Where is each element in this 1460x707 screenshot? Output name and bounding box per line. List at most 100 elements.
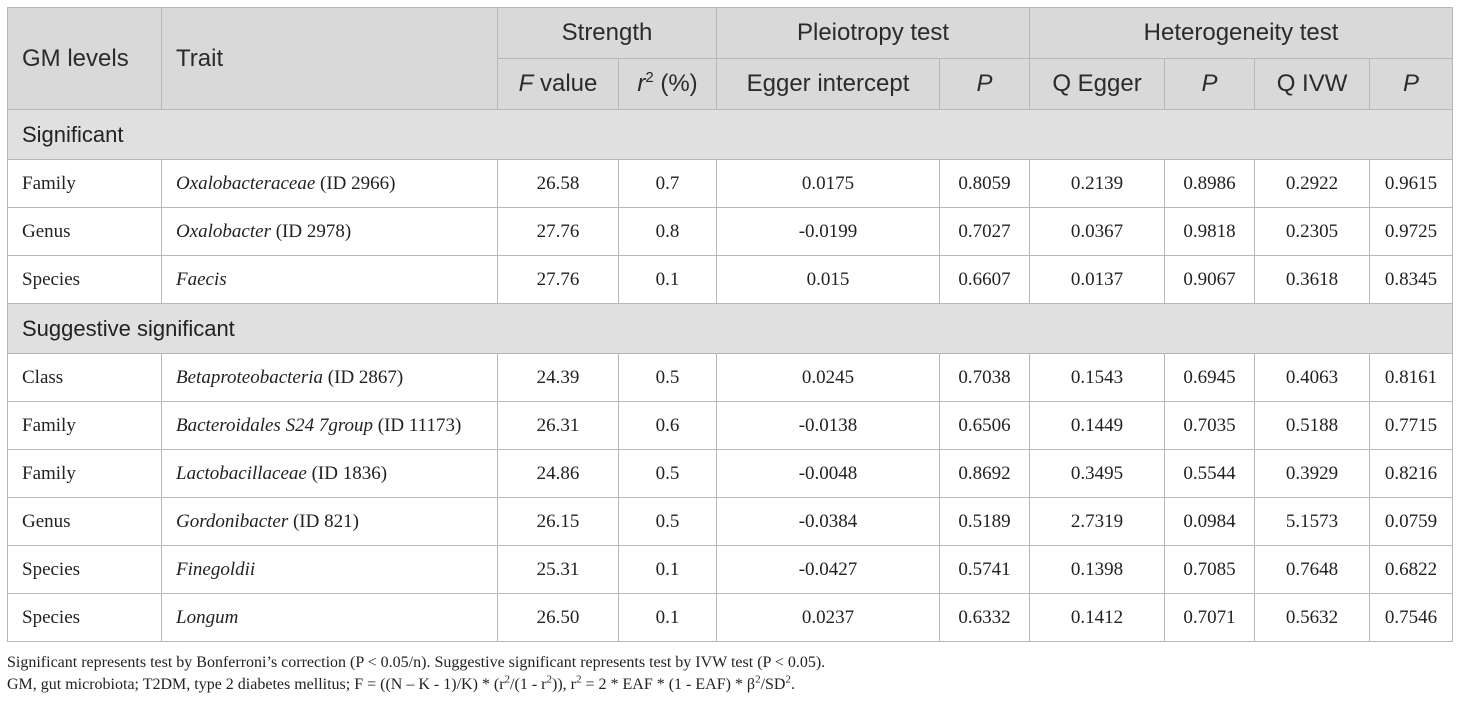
header-p-pleiotropy: P	[939, 58, 1031, 110]
cell-p-pleiotropy: 0.7027	[939, 207, 1031, 256]
cell-trait: Oxalobacter (ID 2978)	[161, 207, 498, 256]
cell-gm-level: Genus	[7, 207, 162, 256]
cell-q-egger: 0.1543	[1029, 353, 1166, 402]
cell-r2: 0.8	[617, 207, 718, 256]
cell-q-egger: 2.7319	[1029, 497, 1166, 546]
cell-q-egger: 0.1412	[1029, 593, 1166, 642]
cell-q-ivw: 0.5632	[1254, 593, 1371, 642]
header-q-egger: Q Egger	[1029, 58, 1166, 110]
section-row: Suggestive significant	[6, 303, 1454, 354]
trait-name: Oxalobacteraceae	[176, 172, 316, 194]
section-title: Suggestive significant	[6, 303, 1454, 354]
cell-p-q-egger: 0.7071	[1164, 593, 1256, 642]
table-row: Species Finegoldii 25.31 0.1 -0.0427 0.5741 0.…	[7, 545, 1454, 594]
cell-egger-intercept: -0.0048	[716, 449, 941, 498]
cell-q-ivw: 0.2305	[1254, 207, 1371, 256]
section-row: Significant	[6, 109, 1454, 160]
cell-q-ivw: 0.4063	[1254, 353, 1371, 402]
trait-name: Longum	[176, 606, 239, 628]
cell-egger-intercept: 0.0237	[716, 593, 941, 642]
table-row: Genus Oxalobacter (ID 2978) 27.76 0.8 -0.019…	[7, 207, 1454, 256]
cell-egger-intercept: -0.0384	[716, 497, 941, 546]
cell-p-q-ivw: 0.9725	[1369, 207, 1454, 256]
cell-r2: 0.5	[617, 449, 718, 498]
cell-q-ivw: 0.5188	[1254, 401, 1371, 450]
header-strength: Strength	[496, 7, 718, 59]
header-egger-intercept: Egger intercept	[716, 58, 941, 110]
header-r2: r2 (%)	[617, 58, 718, 110]
cell-f-value: 24.39	[497, 353, 619, 402]
cell-r2: 0.1	[617, 545, 718, 594]
table-row: Class Betaproteobacteria (ID 2867) 24.39 0.…	[7, 353, 1454, 402]
header-trait: Trait	[161, 7, 498, 110]
table-row: Family Bacteroidales S24 7group (ID 11173…	[7, 401, 1454, 450]
trait-id: (ID 2978)	[270, 220, 352, 242]
cell-f-value: 26.15	[497, 497, 619, 546]
cell-q-ivw: 5.1573	[1254, 497, 1371, 546]
cell-f-value: 26.58	[497, 159, 619, 208]
cell-gm-level: Class	[7, 353, 162, 402]
cell-f-value: 26.50	[497, 593, 619, 642]
cell-gm-level: Species	[7, 593, 162, 642]
cell-gm-level: Genus	[7, 497, 162, 546]
table-row: Species Faecis 27.76 0.1 0.015 0.6607 0.0137 0.…	[7, 255, 1454, 304]
cell-r2: 0.5	[617, 497, 718, 546]
trait-name: Oxalobacter	[176, 220, 271, 242]
trait-name: Faecis	[176, 268, 227, 290]
results-table: GM levels Trait Strength Pleiotropy test…	[6, 7, 1454, 642]
cell-gm-level: Species	[7, 545, 162, 594]
cell-q-ivw: 0.3929	[1254, 449, 1371, 498]
cell-trait: Faecis	[161, 255, 498, 304]
cell-egger-intercept: -0.0138	[716, 401, 941, 450]
cell-trait: Bacteroidales S24 7group (ID 11173)	[161, 401, 498, 450]
cell-gm-level: Family	[7, 159, 162, 208]
cell-gm-level: Species	[7, 255, 162, 304]
cell-p-q-ivw: 0.9615	[1369, 159, 1454, 208]
trait-name: Lactobacillaceae	[176, 462, 307, 484]
table-header: GM levels Trait Strength Pleiotropy test…	[7, 7, 1454, 110]
header-p-q-ivw: P	[1369, 58, 1454, 110]
cell-f-value: 27.76	[497, 255, 619, 304]
trait-name: Finegoldii	[176, 558, 256, 580]
cell-p-q-egger: 0.9818	[1164, 207, 1256, 256]
cell-p-q-egger: 0.7035	[1164, 401, 1256, 450]
cell-p-pleiotropy: 0.8059	[939, 159, 1031, 208]
cell-q-egger: 0.1449	[1029, 401, 1166, 450]
cell-p-pleiotropy: 0.5741	[939, 545, 1031, 594]
cell-trait: Finegoldii	[161, 545, 498, 594]
trait-id: (ID 11173)	[373, 414, 462, 436]
cell-trait: Betaproteobacteria (ID 2867)	[161, 353, 498, 402]
cell-p-q-ivw: 0.0759	[1369, 497, 1454, 546]
cell-q-egger: 0.0137	[1029, 255, 1166, 304]
cell-q-egger: 0.1398	[1029, 545, 1166, 594]
cell-f-value: 26.31	[497, 401, 619, 450]
cell-f-value: 27.76	[497, 207, 619, 256]
cell-trait: Lactobacillaceae (ID 1836)	[161, 449, 498, 498]
cell-q-egger: 0.0367	[1029, 207, 1166, 256]
cell-p-q-egger: 0.8986	[1164, 159, 1256, 208]
trait-id: (ID 2966)	[315, 172, 396, 194]
cell-q-ivw: 0.3618	[1254, 255, 1371, 304]
header-gm-levels: GM levels	[7, 7, 162, 110]
table-row: Family Lactobacillaceae (ID 1836) 24.86 0.5…	[7, 449, 1454, 498]
cell-gm-level: Family	[7, 449, 162, 498]
cell-egger-intercept: -0.0199	[716, 207, 941, 256]
cell-p-q-egger: 0.5544	[1164, 449, 1256, 498]
trait-name: Betaproteobacteria	[176, 366, 324, 388]
trait-id: (ID 821)	[288, 510, 359, 532]
trait-id: (ID 1836)	[306, 462, 388, 484]
section-title: Significant	[6, 109, 1454, 160]
cell-p-q-egger: 0.0984	[1164, 497, 1256, 546]
table-row: Species Longum 26.50 0.1 0.0237 0.6332 0.1412 0…	[7, 593, 1454, 642]
cell-p-pleiotropy: 0.5189	[939, 497, 1031, 546]
cell-p-pleiotropy: 0.6607	[939, 255, 1031, 304]
cell-r2: 0.1	[617, 255, 718, 304]
cell-r2: 0.7	[617, 159, 718, 208]
footnote-line-2: GM, gut microbiota; T2DM, type 2 diabete…	[7, 673, 795, 693]
cell-q-ivw: 0.2922	[1254, 159, 1371, 208]
header-f-value: F value	[497, 58, 619, 110]
cell-r2: 0.1	[617, 593, 718, 642]
cell-r2: 0.5	[617, 353, 718, 402]
cell-egger-intercept: -0.0427	[716, 545, 941, 594]
cell-q-ivw: 0.7648	[1254, 545, 1371, 594]
